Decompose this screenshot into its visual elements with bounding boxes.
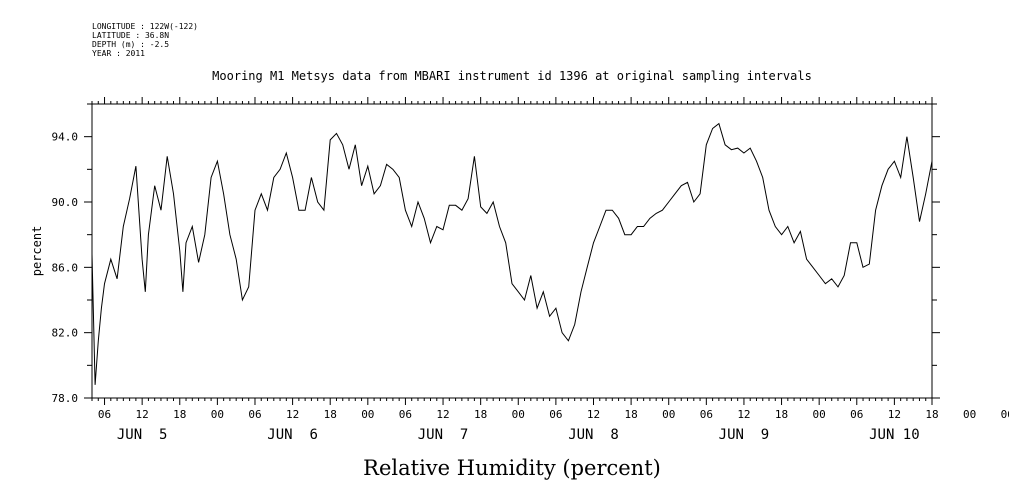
y-tick-label: 86.0 xyxy=(52,261,79,274)
hour-tick-label: 12 xyxy=(436,408,449,421)
plot-frame xyxy=(91,103,933,399)
y-tick-label: 78.0 xyxy=(52,392,79,405)
hour-tick-label: 06 xyxy=(1001,408,1009,421)
hour-tick-label: 00 xyxy=(813,408,826,421)
latitude-text: LATITUDE : 36.8N xyxy=(92,31,170,40)
day-label: JUN 8 xyxy=(568,427,619,443)
x-axis-label: Relative Humidity (percent) xyxy=(363,456,661,480)
y-tick-label: 82.0 xyxy=(52,327,79,340)
hour-tick-label: 12 xyxy=(136,408,149,421)
chart-title: Mooring M1 Metsys data from MBARI instru… xyxy=(212,69,812,83)
metadata-block: LONGITUDE : 122W(-122) LATITUDE : 36.8N … xyxy=(92,22,198,58)
year-text: YEAR : 2011 xyxy=(92,49,145,58)
day-label: JUN 9 xyxy=(719,427,770,443)
hour-tick-label: 12 xyxy=(737,408,750,421)
hour-tick-label: 00 xyxy=(211,408,224,421)
hour-tick-label: 12 xyxy=(286,408,299,421)
hour-tick-label: 06 xyxy=(399,408,412,421)
hour-tick-label: 06 xyxy=(549,408,562,421)
hour-tick-label: 18 xyxy=(173,408,186,421)
hour-tick-label: 12 xyxy=(587,408,600,421)
hour-tick-label: 00 xyxy=(662,408,675,421)
day-label: JUN 5 xyxy=(117,427,168,443)
hour-tick-label: 18 xyxy=(624,408,637,421)
hour-tick-label: 18 xyxy=(775,408,788,421)
hour-tick-labels: 06 12 18 00 06 12 18 00 06 12 18 00 06 12 18 00 06 12 18 00… xyxy=(98,408,1009,421)
y-tick-label: 94.0 xyxy=(52,131,79,144)
day-label: JUN 10 xyxy=(869,427,920,443)
tick-marks xyxy=(84,97,940,405)
day-label: JUN 6 xyxy=(267,427,318,443)
depth-text: DEPTH (m) : -2.5 xyxy=(92,40,170,49)
day-label: JUN 7 xyxy=(418,427,469,443)
hour-tick-label: 18 xyxy=(324,408,337,421)
hour-tick-label: 18 xyxy=(474,408,487,421)
hour-tick-label: 00 xyxy=(963,408,976,421)
y-axis-label: percent xyxy=(30,226,44,277)
hour-tick-label: 06 xyxy=(248,408,261,421)
hour-tick-label: 06 xyxy=(850,408,863,421)
hour-tick-label: 06 xyxy=(98,408,111,421)
longitude-text: LONGITUDE : 122W(-122) xyxy=(92,22,198,31)
y-tick-labels: 78.0 82.0 86.0 90.0 94.0 xyxy=(52,131,79,405)
hour-tick-label: 00 xyxy=(361,408,374,421)
hour-tick-label: 18 xyxy=(925,408,938,421)
y-tick-label: 90.0 xyxy=(52,196,79,209)
humidity-series-line xyxy=(91,122,933,385)
hour-tick-label: 06 xyxy=(700,408,713,421)
hour-tick-label: 12 xyxy=(888,408,901,421)
hour-tick-label: 00 xyxy=(512,408,525,421)
